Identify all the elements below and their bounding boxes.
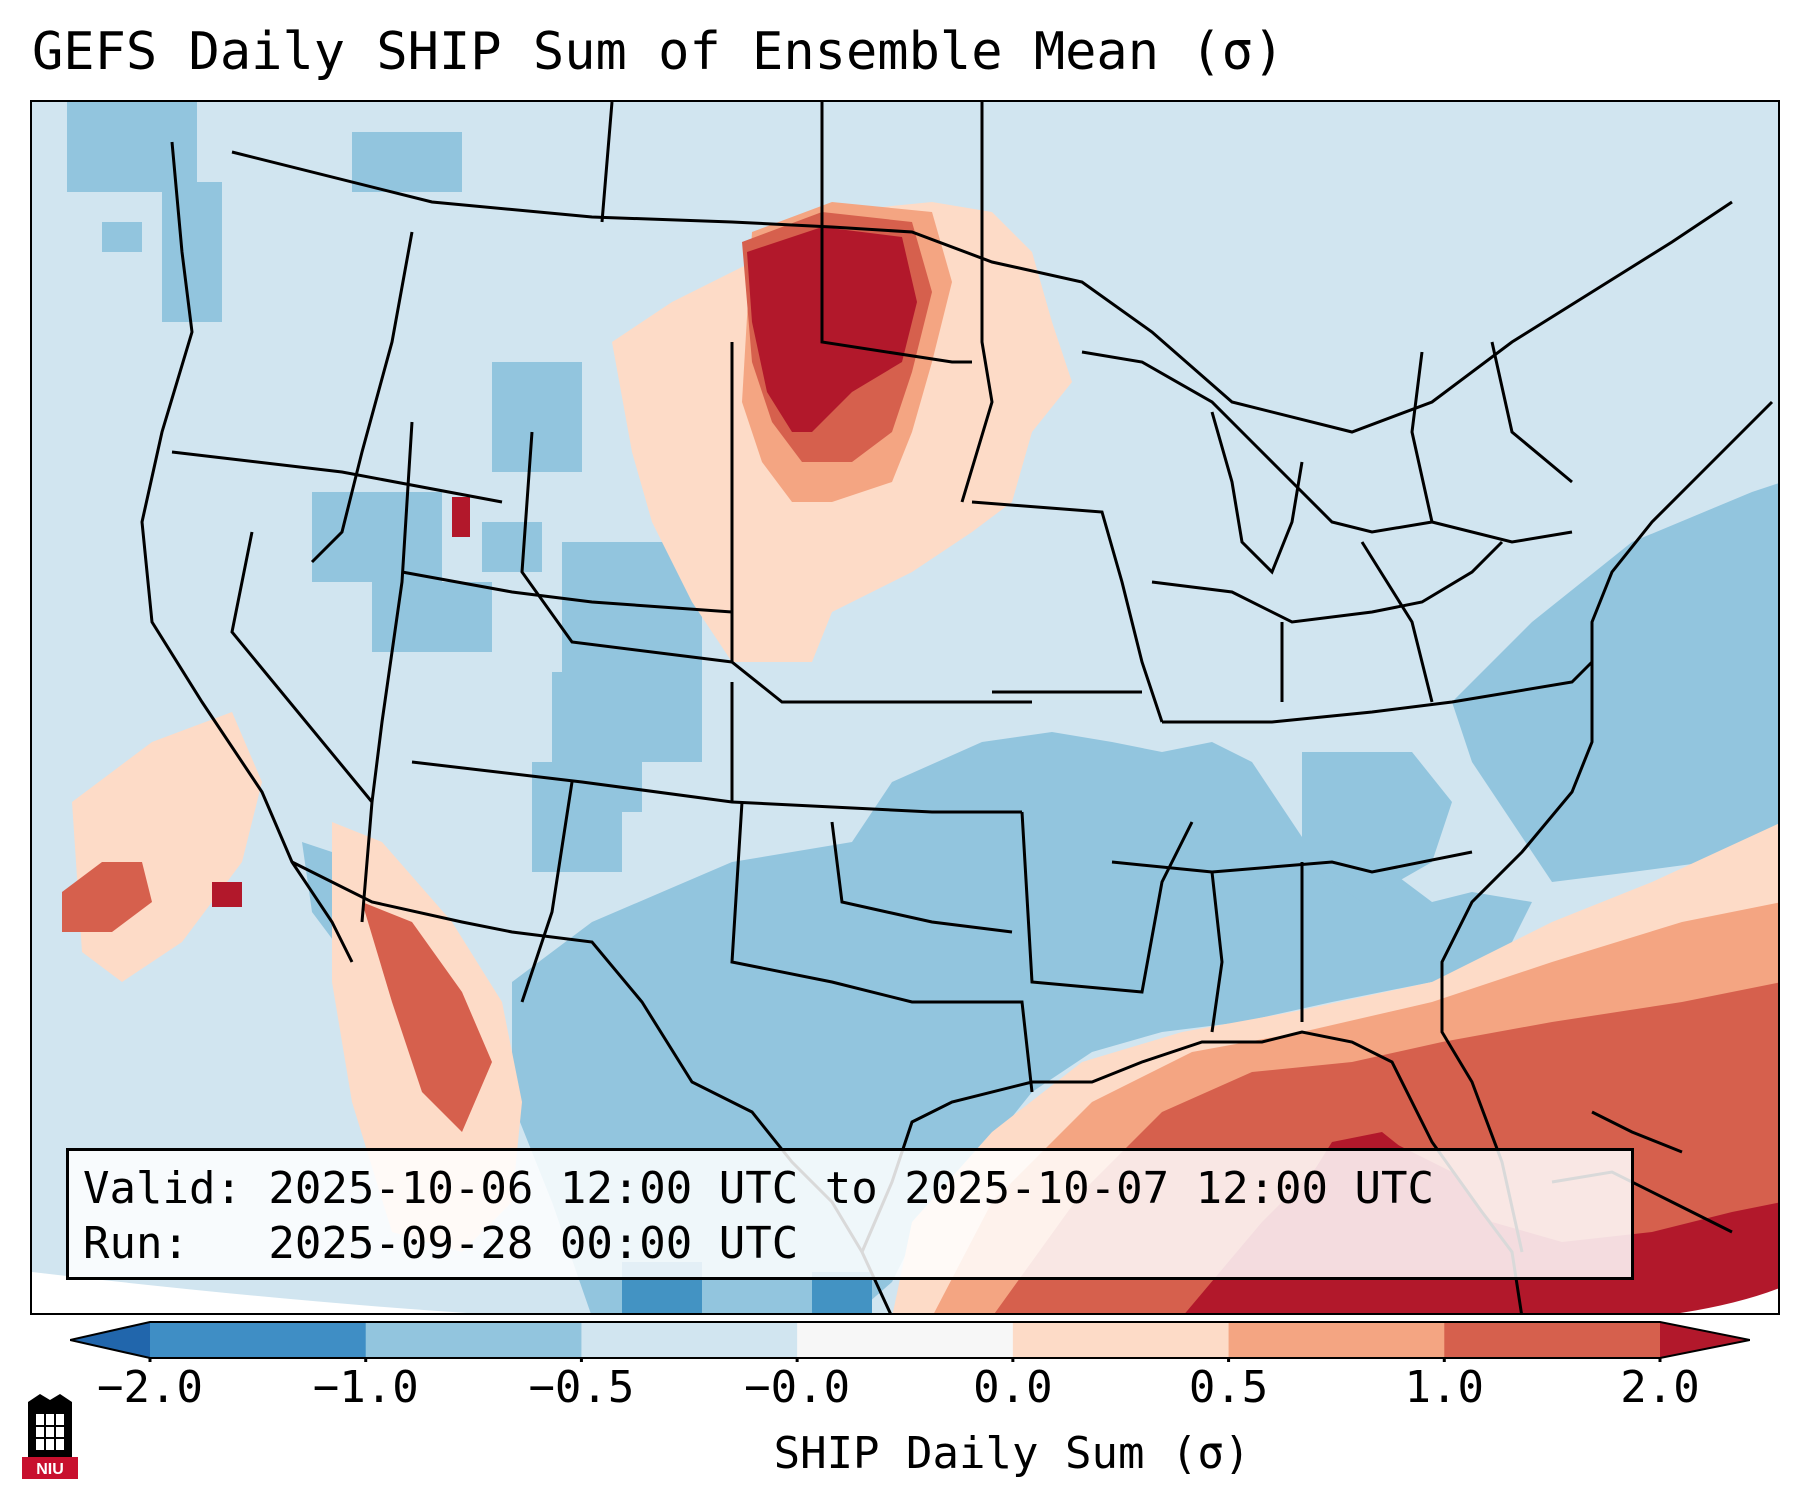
- colorbar-tick-label: 2.0: [1620, 1362, 1700, 1413]
- svg-text:NIU: NIU: [36, 1461, 64, 1478]
- field-pacific-red: [62, 862, 152, 932]
- field-mexico-west-red: [362, 902, 492, 1132]
- valid-time-line: Valid: 2025-10-06 12:00 UTC to 2025-10-0…: [83, 1163, 1435, 1214]
- projection-edge: [32, 1272, 468, 1313]
- colorbar-tick-label: 0.0: [973, 1362, 1053, 1413]
- colorbar-segments: [70, 1321, 1750, 1359]
- colorbar-tick-label: 1.0: [1404, 1362, 1485, 1413]
- colorbar-segment: [150, 1322, 367, 1358]
- colorbar-segment: [1444, 1322, 1661, 1358]
- colorbar-ticks: [148, 1358, 1662, 1362]
- map-canvas: [32, 102, 1778, 1313]
- colorbar-tick-label: −0.5: [528, 1362, 635, 1413]
- map-title: GEFS Daily SHIP Sum of Ensemble Mean (σ): [32, 22, 1285, 82]
- field-utah-cell: [452, 497, 470, 537]
- colorbar-tick-label: 0.5: [1188, 1362, 1269, 1413]
- field-plains-maximum: [747, 227, 917, 432]
- boundaries: [140, 102, 1774, 1313]
- colorbar-under-extension: [70, 1322, 150, 1358]
- colorbar-tick-label: −0.0: [744, 1362, 851, 1413]
- colorbar-segment: [1228, 1322, 1445, 1358]
- colorbar-label: SHIP Daily Sum (σ): [773, 1428, 1251, 1479]
- colorbar-tick-label: −2.0: [97, 1362, 203, 1413]
- colorbar-segment: [1012, 1322, 1230, 1358]
- colorbar-segment: [797, 1322, 1014, 1358]
- niu-logo: NIU: [22, 1394, 78, 1479]
- map-panel: [30, 100, 1780, 1315]
- colorbar-over-extension: [1660, 1322, 1750, 1358]
- colorbar-segment: [365, 1322, 582, 1358]
- colorbar-segment: [581, 1322, 798, 1358]
- run-time-line: Run: 2025-09-28 00:00 UTC: [83, 1218, 799, 1269]
- colorbar-tick-label: −1.0: [312, 1362, 419, 1413]
- field-pacific-red-2: [212, 882, 242, 907]
- field-atlantic-minimum: [1452, 483, 1778, 882]
- colorbar: [70, 1321, 1750, 1362]
- projection-edge-right: [1680, 1288, 1778, 1313]
- field-northwest-patches: [67, 102, 702, 872]
- valid-run-info-box: Valid: 2025-10-06 12:00 UTC to 2025-10-0…: [66, 1148, 1634, 1280]
